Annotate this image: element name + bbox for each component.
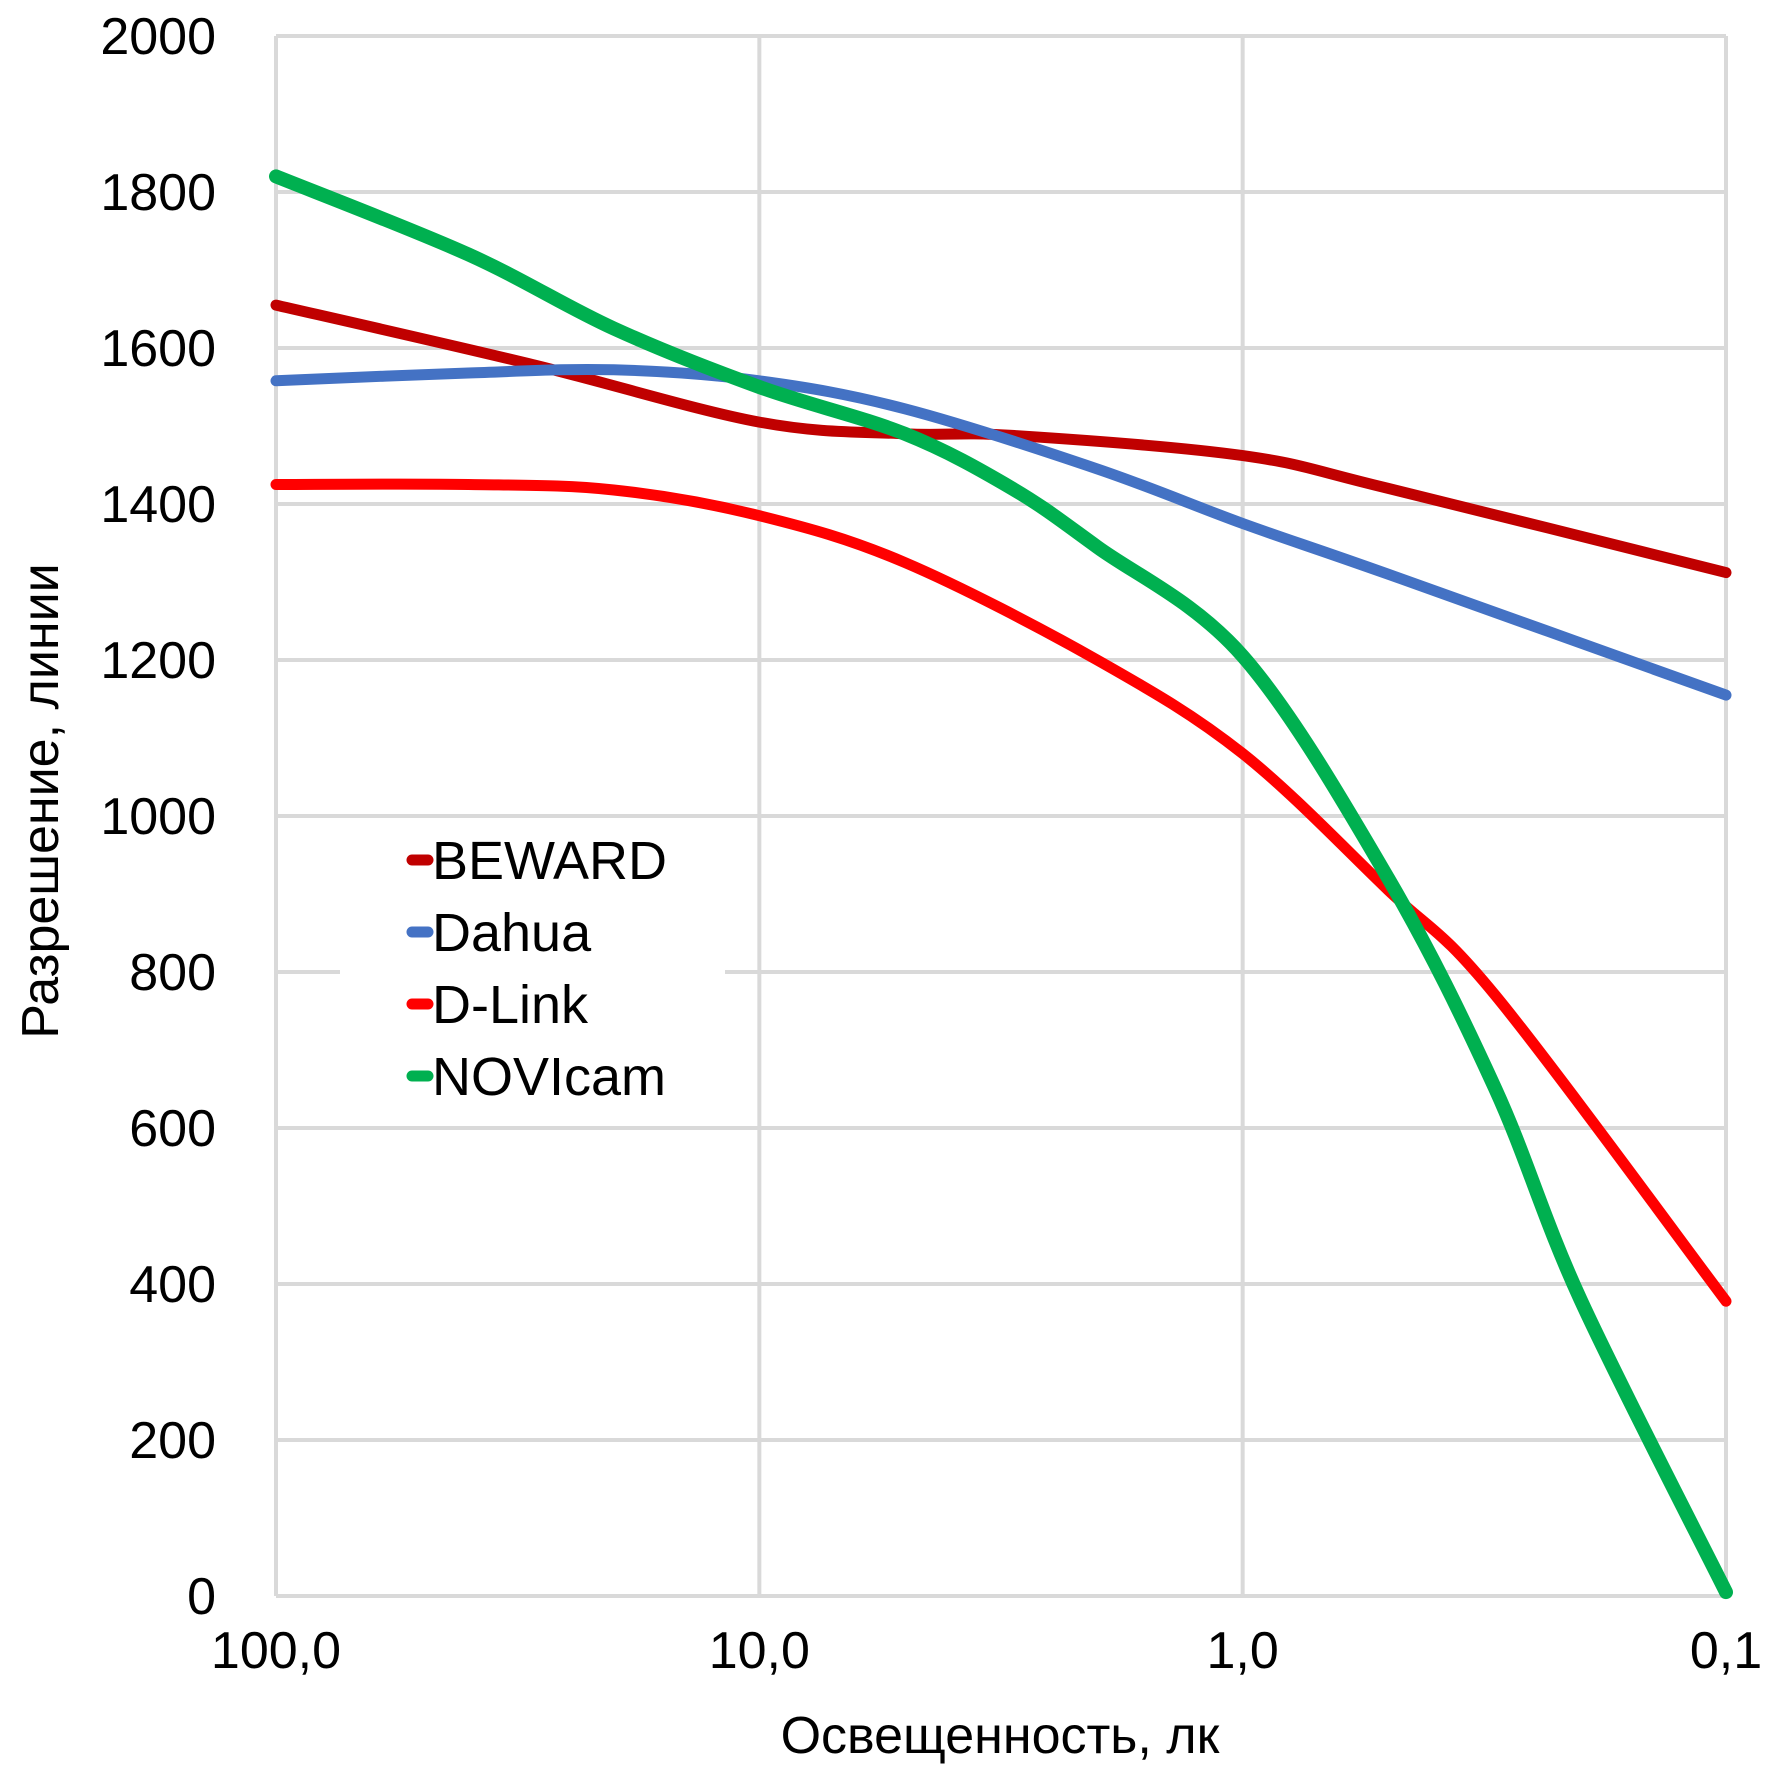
y-tick-label: 1000 bbox=[100, 788, 216, 846]
y-tick-label: 1600 bbox=[100, 320, 216, 378]
x-tick-label: 100,0 bbox=[211, 1622, 341, 1680]
legend-label: Dahua bbox=[432, 903, 592, 963]
y-tick-label: 800 bbox=[129, 944, 216, 1002]
y-tick-label: 1400 bbox=[100, 476, 216, 534]
x-axis-title: Освещенность, лк bbox=[781, 1707, 1220, 1765]
x-axis-tick-labels: 100,0 10,0 1,0 0,1 bbox=[211, 1622, 1762, 1680]
series-line-beward bbox=[270, 299, 1732, 579]
y-tick-label: 2000 bbox=[100, 8, 216, 66]
y-tick-label: 600 bbox=[129, 1100, 216, 1158]
y-tick-label: 400 bbox=[129, 1256, 216, 1314]
y-tick-label: 1800 bbox=[100, 164, 216, 222]
y-tick-label: 1200 bbox=[100, 632, 216, 690]
series-line-dahua bbox=[270, 363, 1732, 701]
x-tick-label: 0,1 bbox=[1690, 1622, 1762, 1680]
legend-label: D-Link bbox=[432, 975, 589, 1035]
series-line-novicam bbox=[269, 169, 1733, 1600]
y-axis-title: Разрешение, линии bbox=[12, 563, 70, 1038]
legend-label: BEWARD bbox=[432, 831, 667, 891]
y-tick-label: 200 bbox=[129, 1412, 216, 1470]
grid bbox=[274, 34, 1728, 1598]
legend-label: NOVIcam bbox=[432, 1047, 666, 1107]
x-tick-label: 1,0 bbox=[1207, 1622, 1279, 1680]
series-group bbox=[269, 169, 1733, 1600]
series-line-d-link bbox=[270, 478, 1732, 1307]
legend: BEWARD Dahua D-Link NOVIcam bbox=[340, 830, 725, 1110]
x-tick-label: 10,0 bbox=[709, 1622, 810, 1680]
y-tick-label: 0 bbox=[187, 1568, 216, 1626]
legend-background bbox=[340, 830, 725, 1110]
y-axis-tick-labels: 0 200 400 600 800 1000 1200 1400 1600 1800 2000 bbox=[100, 8, 216, 1626]
